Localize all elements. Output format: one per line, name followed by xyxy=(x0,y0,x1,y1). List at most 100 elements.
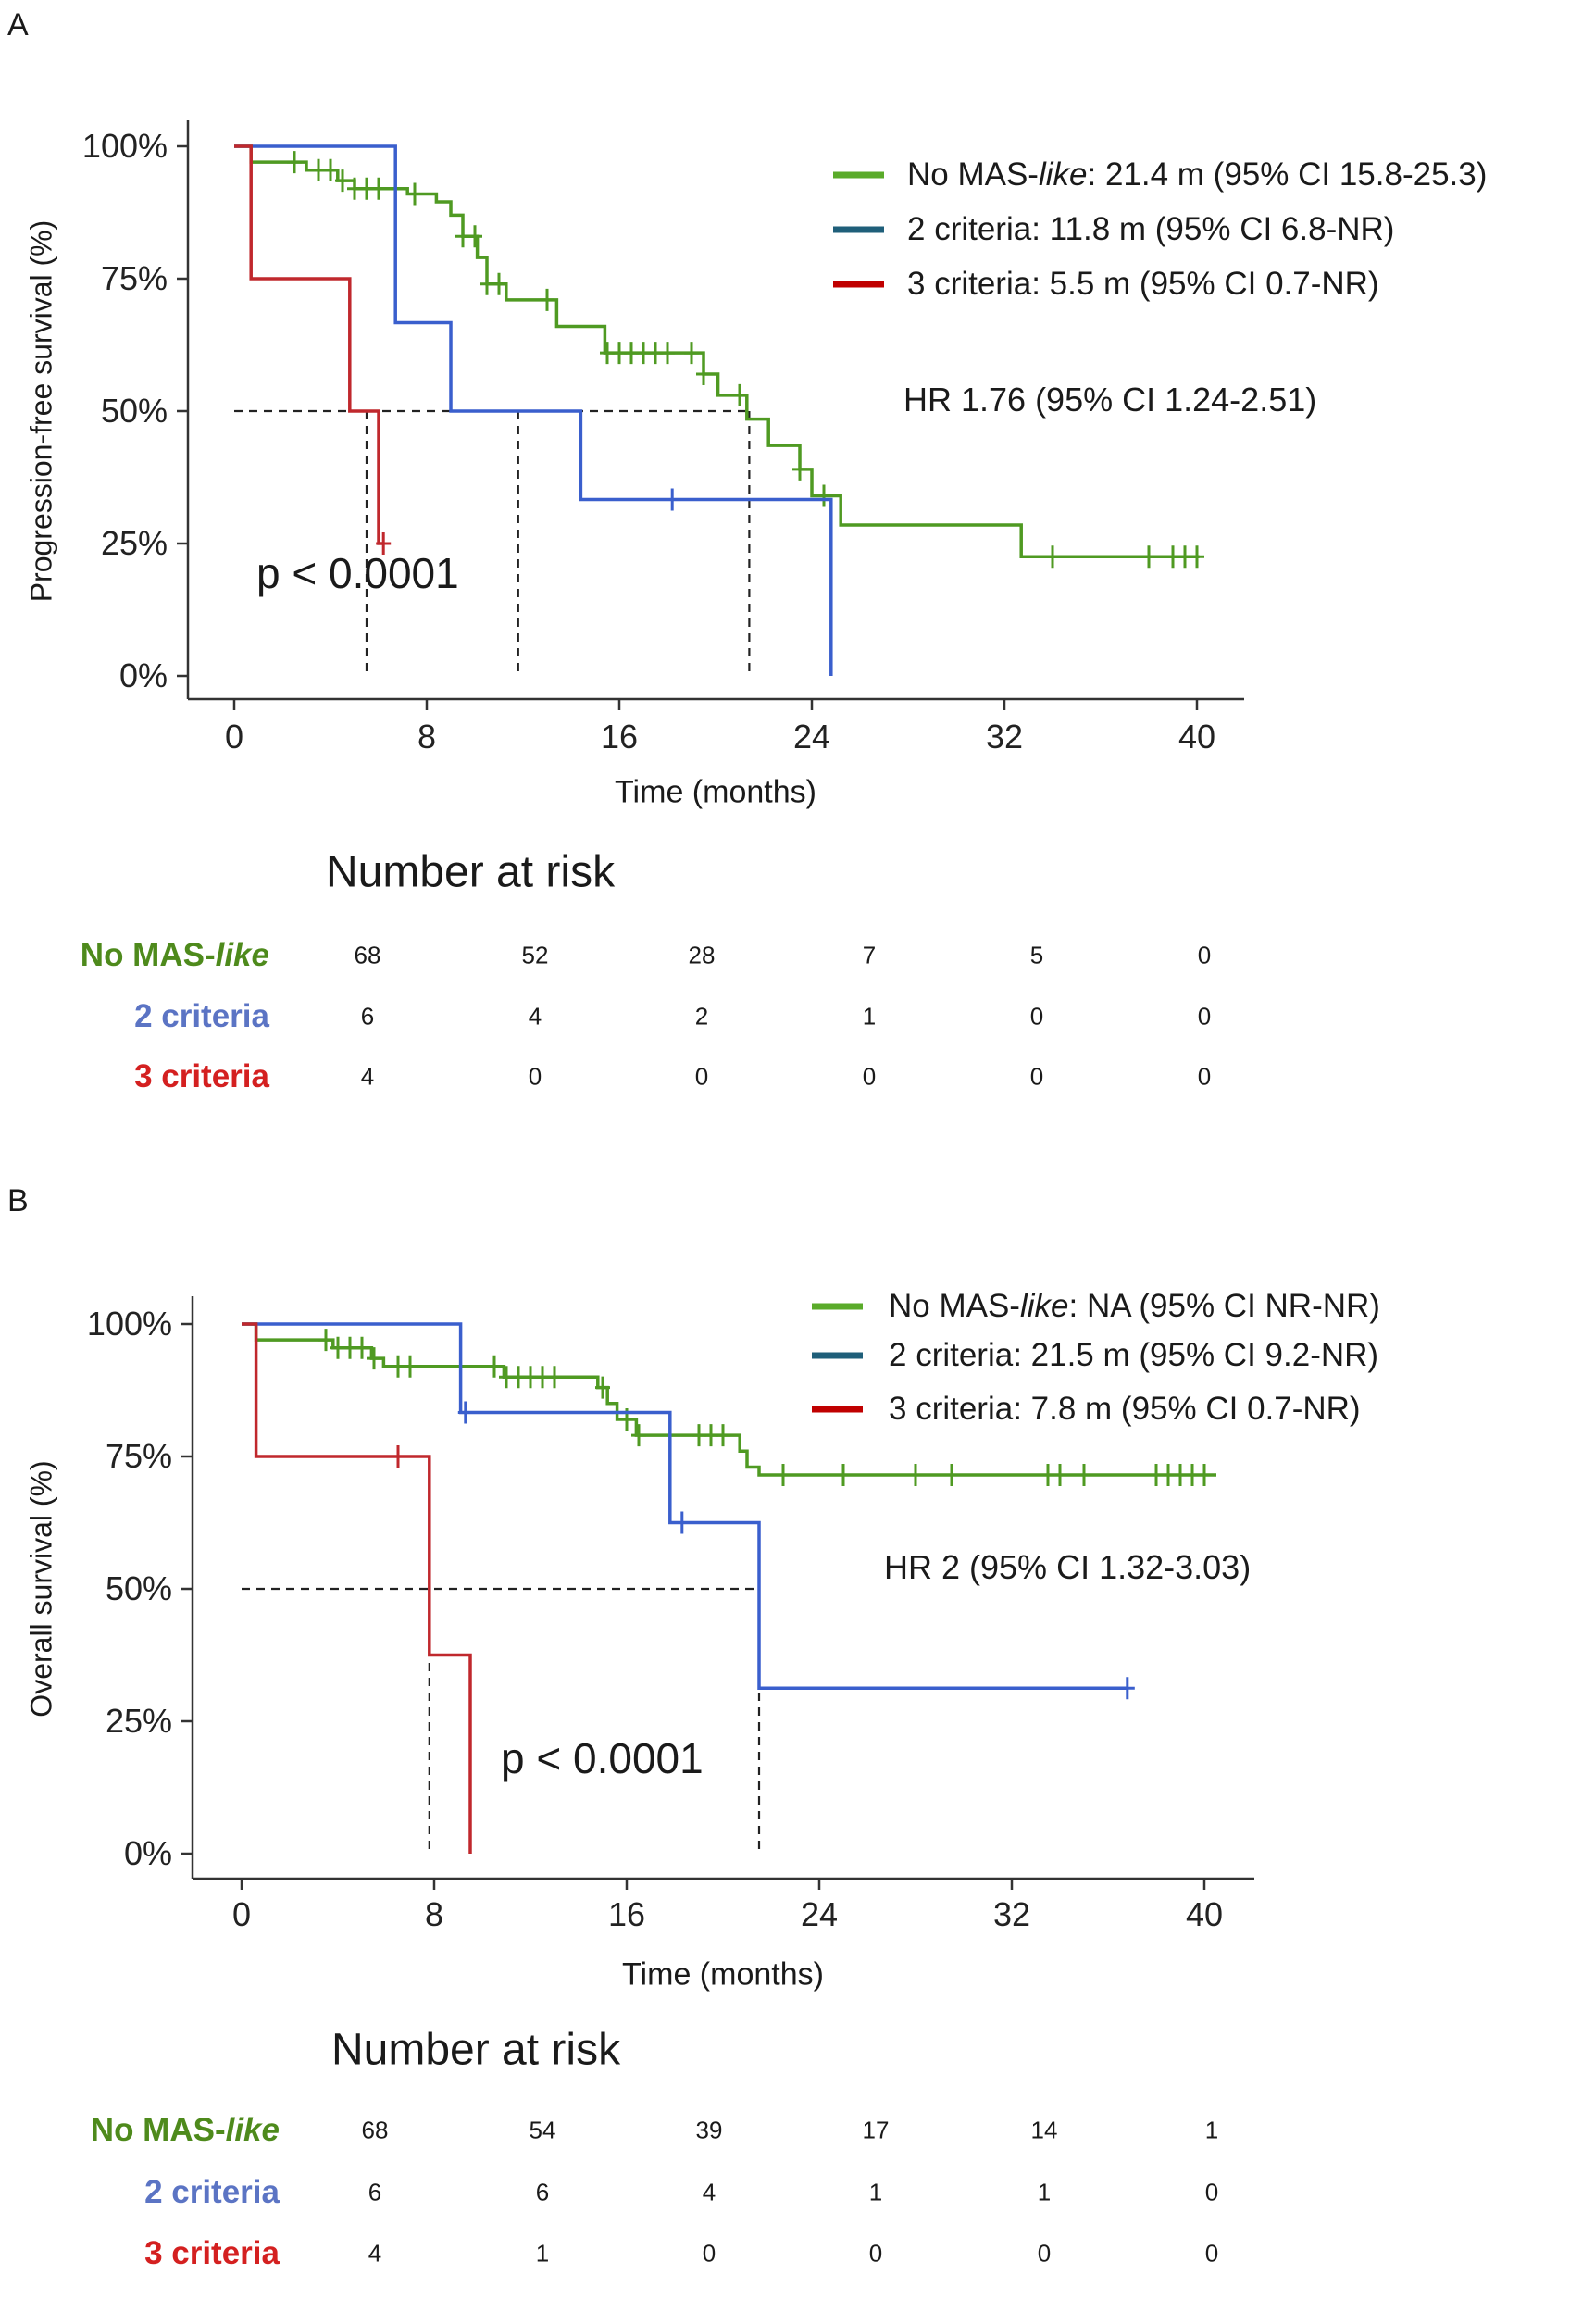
survival-curve-3 xyxy=(242,1322,472,1854)
risk-count: 1 xyxy=(1204,2116,1219,2144)
legend-text-main: 3 criteria: 7.8 m (95% CI 0.7-NR) xyxy=(889,1391,1361,1427)
censor-mark xyxy=(792,457,807,481)
censor-mark xyxy=(1053,1464,1067,1487)
risk-count: 5 xyxy=(1029,941,1044,969)
censor-mark xyxy=(1141,545,1156,569)
risk-count: 0 xyxy=(528,1062,542,1091)
censor-mark xyxy=(660,342,675,365)
p-value-annotation: p < 0.0001 xyxy=(256,549,459,597)
panel-label-a: A xyxy=(7,7,29,43)
survival-curve-3 xyxy=(234,144,384,545)
censor-mark xyxy=(696,362,711,385)
x-tick-label: 8 xyxy=(417,718,436,756)
censor-mark xyxy=(908,1464,923,1487)
y-tick-label: 100% xyxy=(82,127,168,165)
risk-count: 1 xyxy=(868,2178,883,2206)
censor-mark xyxy=(732,383,747,406)
y-tick-label: 50% xyxy=(101,392,168,430)
risk-count: 52 xyxy=(521,941,549,969)
risk-row-label: No MAS-like xyxy=(81,937,269,974)
risk-count: 0 xyxy=(1204,2178,1219,2206)
y-tick-label: 25% xyxy=(106,1702,172,1740)
censor-mark xyxy=(457,1401,473,1424)
legend-entry: 2 criteria: 11.8 m (95% CI 6.8-NR) xyxy=(907,211,1394,248)
censor-mark xyxy=(1119,1677,1135,1700)
legend-entry: No MAS-like: 21.4 m (95% CI 15.8-25.3) xyxy=(907,156,1487,194)
censor-mark xyxy=(1045,545,1060,569)
legend-entry: 3 criteria: 7.8 m (95% CI 0.7-NR) xyxy=(889,1391,1361,1428)
x-tick-label: 32 xyxy=(993,1895,1030,1933)
censor-mark xyxy=(323,158,338,181)
risk-count: 0 xyxy=(1197,1002,1212,1031)
y-tick-label: 75% xyxy=(106,1437,172,1475)
censor-mark xyxy=(467,225,482,248)
censor-mark xyxy=(391,1445,405,1468)
y-tick-label: 50% xyxy=(106,1569,172,1607)
panel-label-b: B xyxy=(7,1183,29,1218)
x-tick-label: 0 xyxy=(225,718,243,756)
risk-count: 28 xyxy=(688,941,716,969)
p-value-annotation: p < 0.0001 xyxy=(501,1734,704,1782)
risk-label-main: No MAS- xyxy=(90,2112,226,2148)
hazard-ratio-annotation: HR 2 (95% CI 1.32-3.03) xyxy=(884,1548,1252,1586)
x-tick-label: 24 xyxy=(801,1895,838,1933)
risk-count: 4 xyxy=(528,1002,542,1031)
censor-mark xyxy=(816,484,831,507)
legend-text-main: 2 criteria: 11.8 m (95% CI 6.8-NR) xyxy=(907,211,1395,247)
risk-row-label: 2 criteria xyxy=(144,2174,280,2211)
censor-mark xyxy=(547,1366,562,1389)
risk-label-main: No MAS- xyxy=(80,937,216,973)
risk-count: 0 xyxy=(862,1062,877,1091)
censor-mark xyxy=(716,1424,730,1447)
risk-count: 68 xyxy=(361,2116,389,2144)
risk-table-title: Number at risk xyxy=(326,847,616,897)
risk-count: 4 xyxy=(360,1062,375,1091)
x-axis-label: Time (months) xyxy=(622,1956,824,1993)
risk-count: 54 xyxy=(529,2116,556,2144)
risk-count: 0 xyxy=(868,2239,883,2268)
censor-mark xyxy=(674,1511,690,1534)
y-axis-label: Progression-free survival (%) xyxy=(24,219,58,603)
legend-text-italic: like xyxy=(1038,156,1088,193)
censor-mark xyxy=(355,1336,369,1359)
censor-mark xyxy=(376,532,392,555)
risk-label-main: 3 criteria xyxy=(144,2235,280,2271)
legend-entry: 2 criteria: 21.5 m (95% CI 9.2-NR) xyxy=(889,1337,1378,1374)
x-tick-label: 8 xyxy=(425,1895,443,1933)
legend-text-main: No MAS- xyxy=(889,1288,1020,1324)
risk-count: 0 xyxy=(1197,1062,1212,1091)
censor-mark xyxy=(403,1355,417,1378)
censor-mark xyxy=(487,1355,502,1378)
risk-count: 1 xyxy=(535,2239,550,2268)
risk-count: 1 xyxy=(862,1002,877,1031)
censor-mark xyxy=(318,1329,333,1352)
censor-mark xyxy=(944,1464,959,1487)
risk-count: 68 xyxy=(354,941,381,969)
censor-mark xyxy=(1077,1464,1091,1487)
risk-count: 39 xyxy=(695,2116,723,2144)
risk-count: 6 xyxy=(360,1002,375,1031)
y-tick-label: 0% xyxy=(124,1834,172,1872)
legend-text-stats: : 21.4 m (95% CI 15.8-25.3) xyxy=(1087,156,1488,193)
risk-label-italic: like xyxy=(225,2112,280,2148)
x-tick-label: 16 xyxy=(601,718,638,756)
x-tick-label: 40 xyxy=(1186,1895,1223,1933)
risk-count: 6 xyxy=(368,2178,382,2206)
risk-count: 0 xyxy=(1029,1062,1044,1091)
censor-mark xyxy=(776,1464,791,1487)
hazard-ratio-annotation: HR 1.76 (95% CI 1.24-2.51) xyxy=(903,381,1317,419)
risk-row-label: 3 criteria xyxy=(134,1058,269,1095)
y-tick-label: 75% xyxy=(101,259,168,297)
risk-count: 0 xyxy=(1197,941,1212,969)
risk-row-label: No MAS-like xyxy=(91,2112,280,2149)
censor-mark xyxy=(371,177,386,200)
x-tick-label: 24 xyxy=(793,718,830,756)
censor-mark xyxy=(836,1464,851,1487)
risk-count: 6 xyxy=(535,2178,550,2206)
x-tick-label: 0 xyxy=(232,1895,251,1933)
risk-count: 0 xyxy=(702,2239,716,2268)
risk-count: 14 xyxy=(1030,2116,1058,2144)
y-tick-label: 25% xyxy=(101,524,168,562)
y-axis-label: Overall survival (%) xyxy=(24,1460,58,1718)
